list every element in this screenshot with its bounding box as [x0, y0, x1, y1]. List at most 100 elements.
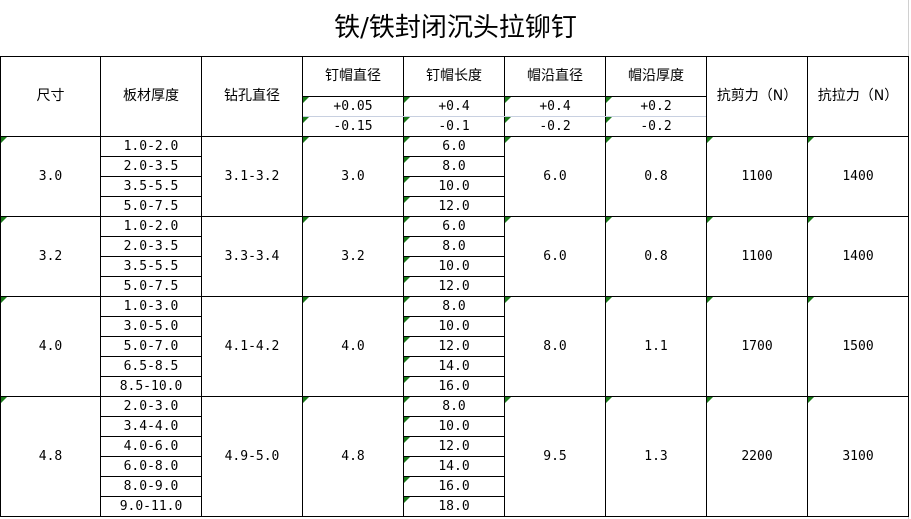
plate-thickness-cell[interactable]: 2.0-3.5	[100, 156, 202, 177]
head-length-cell[interactable]: 14.0	[403, 456, 505, 477]
header-brim-thickness[interactable]: 帽沿厚度	[605, 56, 707, 97]
table-row: 3.0 1.0-2.0 3.1-3.2 3.0 6.0 6.0 0.8 1100 1400	[0, 136, 909, 217]
head-length-cell[interactable]: 10.0	[403, 316, 505, 337]
plate-thickness-cell[interactable]: 5.0-7.5	[100, 276, 202, 297]
head-length-cell[interactable]: 8.0	[403, 296, 505, 317]
table-row: 3.2 1.0-2.0 3.3-3.4 3.2 6.0 6.0 0.8 1100 1400	[0, 216, 909, 297]
tolerance-minus[interactable]: -0.1	[403, 116, 505, 137]
head-length-cell[interactable]: 10.0	[403, 416, 505, 437]
head-length-cell[interactable]: 10.0	[403, 256, 505, 277]
plate-thickness-cell[interactable]: 4.0-6.0	[100, 436, 202, 457]
tolerance-plus[interactable]: +0.05	[302, 96, 404, 117]
column-divider	[908, 0, 909, 519]
table-row: 3.5-5.5 10.0	[1, 256, 909, 277]
plate-thickness-cell[interactable]: 3.5-5.5	[100, 176, 202, 197]
header-drill-diameter[interactable]: 钻孔直径	[201, 56, 303, 137]
brim-diameter-cell[interactable]: 9.5	[504, 396, 606, 517]
brim-diameter-cell[interactable]: 6.0	[504, 136, 606, 217]
head-length-cell[interactable]: 18.0	[403, 496, 505, 517]
head-length-cell[interactable]: 6.0	[403, 136, 505, 157]
header-brim-diameter[interactable]: 帽沿直径	[504, 56, 606, 97]
head-length-cell[interactable]: 10.0	[403, 176, 505, 197]
plate-thickness-cell[interactable]: 6.0-8.0	[100, 456, 202, 477]
header-head-length[interactable]: 钉帽长度	[403, 56, 505, 97]
tolerance-minus[interactable]: -0.15	[302, 116, 404, 137]
table-row: 4.0 1.0-3.0 4.1-4.2 4.0 8.0 8.0 1.1 1700 1500	[0, 296, 909, 397]
tensile-cell[interactable]: 1500	[807, 296, 909, 397]
drill-diameter-cell[interactable]: 4.9-5.0	[201, 396, 303, 517]
plate-thickness-cell[interactable]: 3.5-5.5	[100, 256, 202, 277]
brim-thickness-cell[interactable]: 0.8	[605, 216, 707, 297]
head-length-cell[interactable]: 12.0	[403, 436, 505, 457]
drill-diameter-cell[interactable]: 3.3-3.4	[201, 216, 303, 297]
table-row: 8.0-9.0 16.0	[1, 476, 909, 497]
head-diameter-cell[interactable]: 3.2	[302, 216, 404, 297]
tolerance-minus[interactable]: -0.2	[504, 116, 606, 137]
head-diameter-cell[interactable]: 4.8	[302, 396, 404, 517]
shear-cell[interactable]: 1100	[706, 136, 808, 217]
plate-thickness-cell[interactable]: 3.0-5.0	[100, 316, 202, 337]
plate-thickness-cell[interactable]: 6.5-8.5	[100, 356, 202, 377]
head-diameter-cell[interactable]: 3.0	[302, 136, 404, 217]
head-length-cell[interactable]: 16.0	[403, 376, 505, 397]
table-row: 8.5-10.0 16.0	[1, 376, 909, 397]
head-length-cell[interactable]: 12.0	[403, 336, 505, 357]
table-row: 5.0-7.5 12.0	[1, 276, 909, 297]
plate-thickness-cell[interactable]: 8.5-10.0	[100, 376, 202, 397]
plate-thickness-cell[interactable]: 2.0-3.0	[100, 396, 202, 417]
size-cell[interactable]: 3.0	[0, 136, 101, 217]
size-cell[interactable]: 4.0	[0, 296, 101, 397]
head-length-cell[interactable]: 8.0	[403, 396, 505, 417]
table-row: 9.0-11.0 18.0	[1, 496, 909, 517]
tensile-cell[interactable]: 1400	[807, 216, 909, 297]
header-size[interactable]: 尺寸	[0, 56, 101, 137]
plate-thickness-cell[interactable]: 9.0-11.0	[100, 496, 202, 517]
head-length-cell[interactable]: 8.0	[403, 156, 505, 177]
drill-diameter-cell[interactable]: 4.1-4.2	[201, 296, 303, 397]
head-length-cell[interactable]: 16.0	[403, 476, 505, 497]
brim-thickness-cell[interactable]: 1.1	[605, 296, 707, 397]
tolerance-plus[interactable]: +0.4	[403, 96, 505, 117]
head-length-cell[interactable]: 6.0	[403, 216, 505, 237]
drill-diameter-cell[interactable]: 3.1-3.2	[201, 136, 303, 217]
head-length-cell[interactable]: 8.0	[403, 236, 505, 257]
rivet-spec-table: 尺寸 板材厚度 钻孔直径 钉帽直径 钉帽长度 帽沿直径 帽沿厚度 抗剪力（N） …	[0, 56, 909, 517]
tolerance-plus[interactable]: +0.2	[605, 96, 707, 117]
table-row: 6.0-8.0 14.0	[1, 456, 909, 477]
header-tensile[interactable]: 抗拉力（N）	[807, 56, 909, 137]
head-length-cell[interactable]: 12.0	[403, 276, 505, 297]
head-diameter-cell[interactable]: 4.0	[302, 296, 404, 397]
plate-thickness-cell[interactable]: 2.0-3.5	[100, 236, 202, 257]
size-cell[interactable]: 4.8	[0, 396, 101, 517]
brim-thickness-cell[interactable]: 0.8	[605, 136, 707, 217]
table-row: 4.0-6.0 12.0	[1, 436, 909, 457]
head-length-cell[interactable]: 14.0	[403, 356, 505, 377]
brim-diameter-cell[interactable]: 8.0	[504, 296, 606, 397]
plate-thickness-cell[interactable]: 1.0-2.0	[100, 216, 202, 237]
shear-cell[interactable]: 1100	[706, 216, 808, 297]
table-row: 3.5-5.5 10.0	[1, 176, 909, 197]
plate-thickness-cell[interactable]: 5.0-7.5	[100, 196, 202, 217]
tensile-cell[interactable]: 3100	[807, 396, 909, 517]
tolerance-minus[interactable]: -0.2	[605, 116, 707, 137]
header-shear[interactable]: 抗剪力（N）	[706, 56, 808, 137]
size-cell[interactable]: 3.2	[0, 216, 101, 297]
sheet-title: 铁/铁封闭沉头拉铆钉	[334, 13, 577, 43]
plate-thickness-cell[interactable]: 1.0-2.0	[100, 136, 202, 157]
plate-thickness-cell[interactable]: 1.0-3.0	[100, 296, 202, 317]
tolerance-minus-row: -0.15 -0.1 -0.2 -0.2	[1, 116, 909, 137]
tensile-cell[interactable]: 1400	[807, 136, 909, 217]
head-length-cell[interactable]: 12.0	[403, 196, 505, 217]
table-row: 3.0-5.0 10.0	[1, 316, 909, 337]
shear-cell[interactable]: 2200	[706, 396, 808, 517]
header-head-diameter[interactable]: 钉帽直径	[302, 56, 404, 97]
brim-thickness-cell[interactable]: 1.3	[605, 396, 707, 517]
brim-diameter-cell[interactable]: 6.0	[504, 216, 606, 297]
header-plate-thickness[interactable]: 板材厚度	[100, 56, 202, 137]
plate-thickness-cell[interactable]: 8.0-9.0	[100, 476, 202, 497]
shear-cell[interactable]: 1700	[706, 296, 808, 397]
plate-thickness-cell[interactable]: 5.0-7.0	[100, 336, 202, 357]
header-row: 尺寸 板材厚度 钻孔直径 钉帽直径 钉帽长度 帽沿直径 帽沿厚度 抗剪力（N） …	[0, 56, 909, 137]
plate-thickness-cell[interactable]: 3.4-4.0	[100, 416, 202, 437]
tolerance-plus[interactable]: +0.4	[504, 96, 606, 117]
